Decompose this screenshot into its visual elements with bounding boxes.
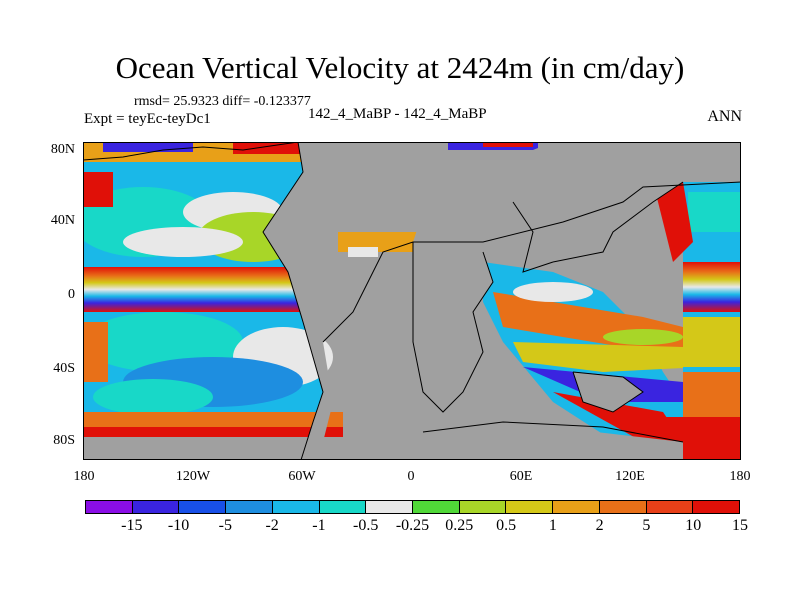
lon-label-180w: 180 [73,469,95,484]
colorbar-swatch [413,501,460,513]
colorbar-label: -1 [312,517,326,534]
lon-label-60e: 60E [509,469,533,484]
lon-label-180e: 180 [729,469,751,484]
colorbar-swatch [132,501,180,513]
lon-label-120e: 120E [615,469,645,484]
colorbar-swatch [599,501,647,513]
lat-label-80n: 80N [50,142,75,157]
map-svg [83,142,741,460]
colorbar-label: -10 [167,517,190,534]
velocity-map [83,142,741,460]
colorbar-label: 15 [732,517,748,534]
colorbar-swatch [506,501,554,513]
comparison-label: 142_4_MaBP - 142_4_MaBP [308,106,487,122]
colorbar-label: 10 [685,517,702,534]
experiment-label: Expt = teyEc-teyDc1 [84,111,211,127]
colorbar-label: 5 [642,517,651,534]
coastlines [83,142,741,460]
colorbar-swatch [646,501,694,513]
lat-label-40n: 40N [50,213,75,228]
lon-label-60w: 60W [288,469,316,484]
plot-title: Ocean Vertical Velocity at 2424m (in cm/… [115,50,685,85]
lat-label-eq: 0 [68,287,75,302]
colorbar-swatch [693,501,740,513]
colorbar-label: 0.25 [445,517,474,534]
season-label: ANN [707,108,742,125]
lon-label-120w: 120W [175,469,211,484]
lat-label-40s: 40S [53,361,75,376]
colorbar-label: 1 [548,517,557,534]
colorbar-label: -0.5 [353,517,379,534]
colorbar-swatch [226,501,273,513]
colorbar-label: -2 [265,517,279,534]
stats-label: rmsd= 25.9323 diff= -0.123377 [134,94,311,109]
colorbar-label: -5 [218,517,233,534]
colorbar-swatch [272,501,320,513]
colorbar-swatch [319,501,367,513]
lat-label-80s: 80S [53,433,75,448]
colorbar-label: 2 [595,517,604,534]
colorbar-label: -15 [121,517,143,534]
lon-label-0: 0 [407,469,415,484]
colorbar-swatch [366,501,414,513]
colorbar-swatch [459,501,507,513]
colorbar-label: 0.5 [496,517,517,534]
pacific-east-ocean [653,182,741,460]
colorbar-swatch [553,501,600,513]
colorbar-swatch [179,501,227,513]
colorbar [85,500,740,514]
colorbar-swatch [86,501,133,513]
colorbar-label: -0.25 [395,517,430,534]
